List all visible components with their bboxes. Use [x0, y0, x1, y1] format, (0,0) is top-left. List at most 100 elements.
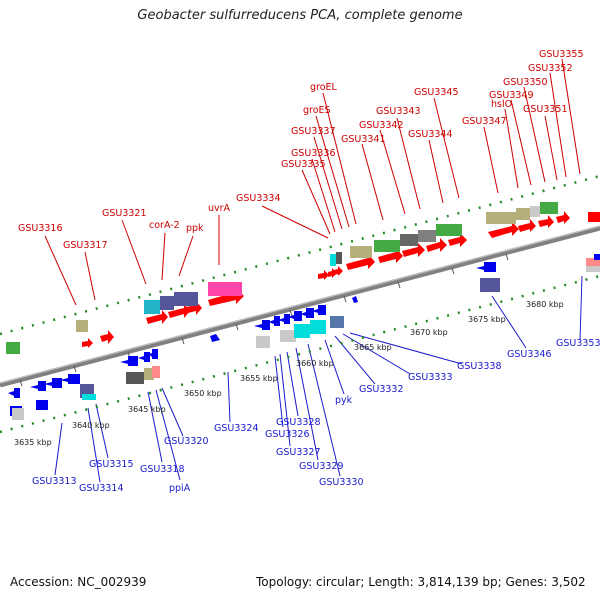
gene-arrow-reverse[interactable]	[148, 349, 158, 359]
gene-arrow-reverse[interactable]	[300, 308, 314, 318]
gene-arrow-reverse[interactable]	[210, 334, 220, 342]
gene-label-top[interactable]: hslO	[491, 99, 512, 110]
gene-arrow-reverse[interactable]	[30, 381, 46, 391]
gene-label-top[interactable]: GSU3352	[528, 63, 573, 74]
gene-label-top[interactable]: GSU3349	[489, 90, 534, 101]
gene-label-bottom[interactable]: GSU3329	[299, 461, 344, 472]
gene-arrow-reverse[interactable]	[288, 311, 302, 321]
gene-arrow-forward[interactable]	[100, 330, 114, 344]
feature-tile[interactable]	[480, 278, 500, 292]
gene-arrow-forward[interactable]	[328, 268, 337, 278]
feature-tile[interactable]	[174, 292, 198, 306]
feature-tile[interactable]	[256, 336, 270, 348]
gene-arrow-reverse[interactable]	[138, 352, 150, 362]
gene-block-forward[interactable]	[588, 212, 600, 222]
gene-label-top[interactable]: GSU3344	[408, 129, 453, 140]
gene-label-bottom[interactable]: GSU3328	[276, 417, 321, 428]
gene-arrow-forward[interactable]	[146, 310, 168, 324]
gene-label-top[interactable]: groEL	[310, 82, 338, 93]
gene-label-top[interactable]: GSU3316	[18, 223, 63, 234]
gene-label-top[interactable]: GSU3355	[539, 49, 584, 60]
feature-tile[interactable]	[586, 258, 600, 268]
feature-tile[interactable]	[208, 282, 242, 296]
gene-label-top[interactable]: GSU3342	[359, 120, 404, 131]
gene-label-bottom[interactable]: pyk	[335, 395, 353, 406]
gene-label-top[interactable]: uvrA	[208, 203, 231, 214]
feature-tile[interactable]	[530, 206, 540, 217]
gene-arrow-reverse[interactable]	[268, 316, 280, 326]
feature-tile[interactable]	[436, 224, 462, 236]
gene-arrow-reverse[interactable]	[120, 356, 138, 366]
feature-tile[interactable]	[152, 366, 160, 378]
gene-label-bottom[interactable]: ppiA	[169, 483, 191, 494]
gene-label-bottom[interactable]: GSU3314	[79, 483, 124, 494]
feature-tile[interactable]	[374, 240, 400, 252]
gene-label-bottom[interactable]: GSU3320	[164, 436, 209, 447]
gene-arrow-forward[interactable]	[168, 304, 190, 318]
gene-label-top[interactable]: corA-2	[149, 220, 180, 231]
gene-arrow-reverse[interactable]	[254, 320, 270, 330]
gene-arrow-reverse[interactable]	[8, 388, 20, 398]
gene-arrow-reverse[interactable]	[476, 262, 496, 272]
gene-arrow-forward[interactable]	[538, 215, 554, 228]
feature-tile[interactable]	[586, 266, 600, 272]
gene-arrow-reverse[interactable]	[312, 305, 326, 315]
gene-label-top[interactable]: GSU3335	[281, 159, 326, 170]
gene-label-top[interactable]: GSU3317	[63, 240, 108, 251]
gene-label-top[interactable]: GSU3336	[291, 148, 336, 159]
gene-label-top[interactable]: GSU3341	[341, 134, 386, 145]
gene-label-bottom[interactable]: GSU3332	[359, 384, 404, 395]
gene-label-top[interactable]: GSU3347	[462, 116, 507, 127]
gene-label-bottom[interactable]: GSU3326	[265, 429, 310, 440]
gene-arrow-reverse[interactable]	[44, 378, 62, 388]
gene-label-top[interactable]: groES	[303, 105, 331, 116]
feature-tile[interactable]	[310, 320, 326, 334]
gene-label-bottom[interactable]: GSU3353	[556, 338, 600, 349]
gene-arrow-reverse[interactable]	[278, 314, 290, 324]
gene-label-top[interactable]: GSU3334	[236, 193, 281, 204]
gene-label-bottom[interactable]: GSU3324	[214, 423, 259, 434]
feature-tile[interactable]	[336, 252, 342, 264]
gene-arrow-reverse[interactable]	[36, 400, 48, 410]
feature-tile[interactable]	[144, 300, 160, 314]
feature-tile[interactable]	[160, 296, 174, 310]
feature-tile[interactable]	[540, 202, 558, 214]
gene-label-bottom[interactable]: GSU3315	[89, 459, 134, 470]
feature-tile[interactable]	[294, 324, 310, 338]
gene-arrow-forward[interactable]	[448, 233, 467, 247]
gene-label-bottom[interactable]: GSU3313	[32, 476, 77, 487]
gene-label-top[interactable]: GSU3345	[414, 87, 459, 98]
gene-arrow-forward[interactable]	[82, 338, 93, 348]
gene-label-top[interactable]: GSU3350	[503, 77, 548, 88]
feature-tile[interactable]	[82, 394, 96, 400]
feature-tile[interactable]	[6, 342, 20, 354]
feature-tile[interactable]	[486, 212, 516, 224]
gene-label-top[interactable]: GSU3351	[523, 104, 568, 115]
gene-label-bottom[interactable]: GSU3318	[140, 464, 185, 475]
feature-tile[interactable]	[350, 246, 372, 258]
gene-label-bottom[interactable]: GSU3333	[408, 372, 453, 383]
gene-label-bottom[interactable]: GSU3330	[319, 477, 364, 488]
gene-label-top[interactable]: GSU3343	[376, 106, 421, 117]
gene-label-top[interactable]: ppk	[186, 223, 204, 234]
gene-arrow-reverse[interactable]	[60, 374, 80, 384]
gene-arrow-reverse[interactable]	[352, 296, 358, 303]
feature-tile[interactable]	[280, 330, 296, 342]
gene-arrow-forward[interactable]	[346, 254, 375, 270]
feature-tile[interactable]	[12, 408, 24, 420]
feature-tile[interactable]	[144, 368, 154, 380]
feature-tile[interactable]	[76, 320, 88, 332]
gene-label-bottom[interactable]: GSU3338	[457, 361, 502, 372]
feature-tile[interactable]	[330, 316, 344, 328]
feature-tile[interactable]	[594, 254, 600, 260]
gene-arrow-forward[interactable]	[318, 270, 329, 280]
feature-tile[interactable]	[400, 234, 418, 246]
feature-tile[interactable]	[126, 372, 144, 384]
gene-label-bottom[interactable]: GSU3327	[276, 447, 321, 458]
gene-label-bottom[interactable]: GSU3346	[507, 349, 552, 360]
feature-tile[interactable]	[418, 230, 436, 242]
gene-arrow-forward[interactable]	[518, 219, 536, 232]
gene-arrow-forward[interactable]	[402, 243, 425, 257]
gene-arrow-forward[interactable]	[426, 238, 447, 252]
